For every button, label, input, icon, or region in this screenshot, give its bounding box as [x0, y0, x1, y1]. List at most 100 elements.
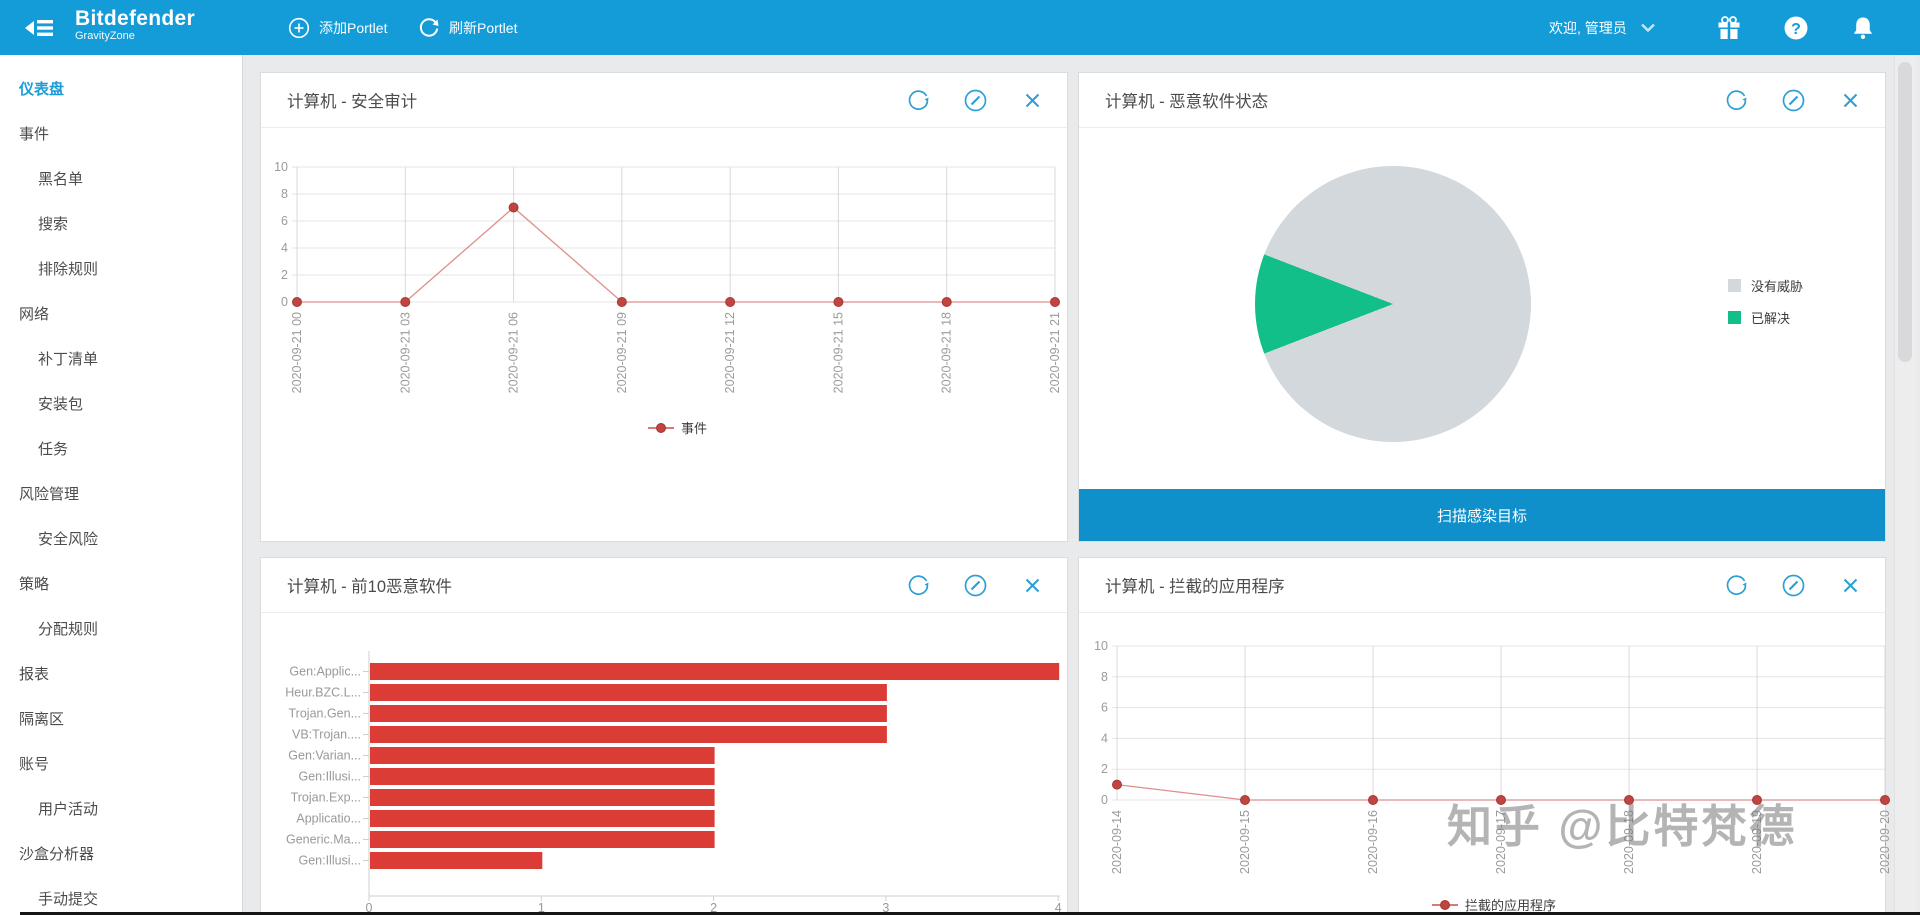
sidebar-item-user-activity[interactable]: 用户活动: [38, 801, 99, 818]
svg-text:2020-09-21 15: 2020-09-21 15: [831, 312, 845, 393]
pie-legend: 没有威胁 已解决: [1728, 276, 1803, 340]
sidebar-item-dashboard[interactable]: 仪表盘: [19, 81, 65, 98]
svg-text:Heur.BZC.L...: Heur.BZC.L...: [285, 686, 361, 700]
portlet-edit-icon[interactable]: [1781, 88, 1806, 113]
legend-swatch-gray: [1728, 279, 1741, 292]
collapse-sidebar-icon: [25, 20, 53, 36]
portlet-refresh-icon[interactable]: [1724, 88, 1749, 113]
legend-label: 已解决: [1751, 311, 1791, 326]
svg-text:Trojan.Gen...: Trojan.Gen...: [289, 707, 362, 721]
refresh-portlet-button[interactable]: 刷新Portlet: [418, 0, 517, 55]
legend-swatch-green: [1728, 311, 1741, 324]
svg-text:2020-09-18: 2020-09-18: [1622, 810, 1636, 874]
svg-text:6: 6: [281, 214, 288, 228]
sidebar-item-accounts[interactable]: 账号: [19, 756, 50, 773]
window-bottom-edge: [20, 912, 1920, 915]
notifications-bell-icon[interactable]: [1850, 15, 1876, 41]
portlet-top10-malware: 计算机 - 前10恶意软件 Gen:Applic... Heur.BZC.L...…: [260, 557, 1068, 915]
sidebar-item-blacklist[interactable]: 黑名单: [38, 171, 84, 188]
sidebar-collapse-button[interactable]: [24, 16, 58, 40]
topbar: Bitdefender GravityZone 添加Portlet 刷新Port…: [0, 0, 1920, 55]
sidebar-item-sandbox-analyzer[interactable]: 沙盒分析器: [19, 846, 95, 863]
portlet-edit-icon[interactable]: [963, 573, 988, 598]
sidebar-item-risk-management[interactable]: 风险管理: [19, 486, 80, 503]
svg-text:2020-09-15: 2020-09-15: [1238, 810, 1252, 874]
brand-product: GravityZone: [75, 30, 135, 42]
svg-text:拦截的应用程序: 拦截的应用程序: [1465, 898, 1556, 913]
portlet-refresh-icon[interactable]: [906, 573, 931, 598]
portlet-header: 计算机 - 前10恶意软件: [261, 558, 1067, 613]
sidebar-item-manual-submission[interactable]: 手动提交: [38, 891, 99, 908]
portlet-header: 计算机 - 拦截的应用程序: [1079, 558, 1885, 613]
legend-item-no-threats: 没有威胁: [1728, 276, 1803, 295]
legend-item-resolved: 已解决: [1728, 308, 1803, 327]
scan-infected-targets-button[interactable]: 扫描感染目标: [1079, 489, 1885, 541]
svg-text:4: 4: [1101, 731, 1108, 745]
portlet-close-icon[interactable]: [1020, 573, 1045, 598]
brand-logo[interactable]: Bitdefender GravityZone: [75, 8, 195, 43]
sidebar-nav: 仪表盘 事件 黑名单 搜索 排除规则 网络 补丁清单 安装包 任务 风险管理 安…: [0, 55, 242, 915]
refresh-portlet-label: 刷新Portlet: [449, 19, 518, 36]
portlet-close-icon[interactable]: [1020, 88, 1045, 113]
refresh-icon: [419, 17, 439, 37]
portlet-malware-status: 计算机 - 恶意软件状态 没有威胁: [1078, 72, 1886, 542]
svg-text:2: 2: [1101, 762, 1108, 776]
portlet-edit-icon[interactable]: [1781, 573, 1806, 598]
portlet-title: 计算机 - 拦截的应用程序: [1105, 578, 1285, 596]
page-scrollbar[interactable]: [1894, 55, 1916, 915]
svg-text:10: 10: [274, 160, 288, 174]
svg-text:Gen:Illusi...: Gen:Illusi...: [298, 770, 361, 784]
svg-text:2020-09-21 06: 2020-09-21 06: [507, 312, 521, 393]
svg-text:2020-09-21 21: 2020-09-21 21: [1048, 312, 1062, 393]
sidebar-item-events[interactable]: 事件: [19, 126, 50, 143]
sidebar-item-reports[interactable]: 报表: [19, 666, 50, 683]
svg-text:4: 4: [281, 241, 288, 255]
svg-text:Trojan.Exp...: Trojan.Exp...: [291, 791, 361, 805]
portlet-refresh-icon[interactable]: [906, 88, 931, 113]
sidebar-item-policies[interactable]: 策略: [19, 576, 50, 593]
sidebar-item-patch-inventory[interactable]: 补丁清单: [38, 351, 99, 368]
sidebar-item-quarantine[interactable]: 隔离区: [19, 711, 65, 728]
svg-text:VB:Trojan....: VB:Trojan....: [292, 728, 361, 742]
scrollbar-thumb[interactable]: [1898, 62, 1912, 362]
svg-text:8: 8: [1101, 670, 1108, 684]
svg-text:2020-09-17: 2020-09-17: [1494, 810, 1508, 874]
svg-text:2020-09-19: 2020-09-19: [1750, 810, 1764, 874]
svg-text:2020-09-14: 2020-09-14: [1110, 810, 1124, 874]
sidebar-item-search[interactable]: 搜索: [38, 216, 69, 233]
portlet-close-icon[interactable]: [1838, 573, 1863, 598]
sidebar-item-tasks[interactable]: 任务: [38, 441, 69, 458]
sidebar-item-packages[interactable]: 安装包: [38, 396, 84, 413]
sidebar-item-exclusion-rules[interactable]: 排除规则: [38, 261, 99, 278]
chevron-down-icon: [1640, 23, 1655, 32]
legend-label: 没有威胁: [1751, 279, 1804, 294]
portlet-refresh-icon[interactable]: [1724, 573, 1749, 598]
help-icon[interactable]: ?: [1783, 15, 1809, 41]
add-portlet-button[interactable]: 添加Portlet: [288, 0, 387, 55]
svg-text:2020-09-20: 2020-09-20: [1878, 810, 1892, 874]
gift-icon[interactable]: [1716, 15, 1742, 41]
svg-text:10: 10: [1094, 639, 1108, 653]
user-menu[interactable]: 欢迎, 管理员: [1549, 0, 1655, 55]
welcome-label: 欢迎, 管理员: [1549, 19, 1627, 36]
sidebar-item-assignment-rules[interactable]: 分配规则: [38, 621, 99, 638]
portlet-close-icon[interactable]: [1838, 88, 1863, 113]
svg-text:2020-09-21 09: 2020-09-21 09: [615, 312, 629, 393]
sidebar-item-security-risks[interactable]: 安全风险: [38, 531, 99, 548]
sidebar: 仪表盘 事件 黑名单 搜索 排除规则 网络 补丁清单 安装包 任务 风险管理 安…: [0, 55, 243, 915]
svg-text:Applicatio...: Applicatio...: [296, 812, 361, 826]
svg-text:2020-09-21 00: 2020-09-21 00: [290, 312, 304, 393]
blocked-applications-chart: 0 2 4 6 8 10 2020-09-14 2020-09-15 2020-09-16 202…: [1094, 639, 1892, 913]
sidebar-item-network[interactable]: 网络: [19, 306, 50, 323]
svg-text:0: 0: [366, 901, 373, 915]
svg-text:事件: 事件: [681, 421, 707, 436]
svg-text:Generic.Ma...: Generic.Ma...: [286, 833, 361, 847]
svg-text:6: 6: [1101, 701, 1108, 715]
svg-text:Gen:Applic...: Gen:Applic...: [289, 665, 361, 679]
malware-status-pie-chart: [1255, 166, 1531, 442]
add-portlet-label: 添加Portlet: [319, 19, 388, 36]
svg-text:Gen:Illusi...: Gen:Illusi...: [298, 854, 361, 868]
svg-text:0: 0: [1101, 793, 1108, 807]
portlet-edit-icon[interactable]: [963, 88, 988, 113]
svg-text:3: 3: [882, 901, 889, 915]
